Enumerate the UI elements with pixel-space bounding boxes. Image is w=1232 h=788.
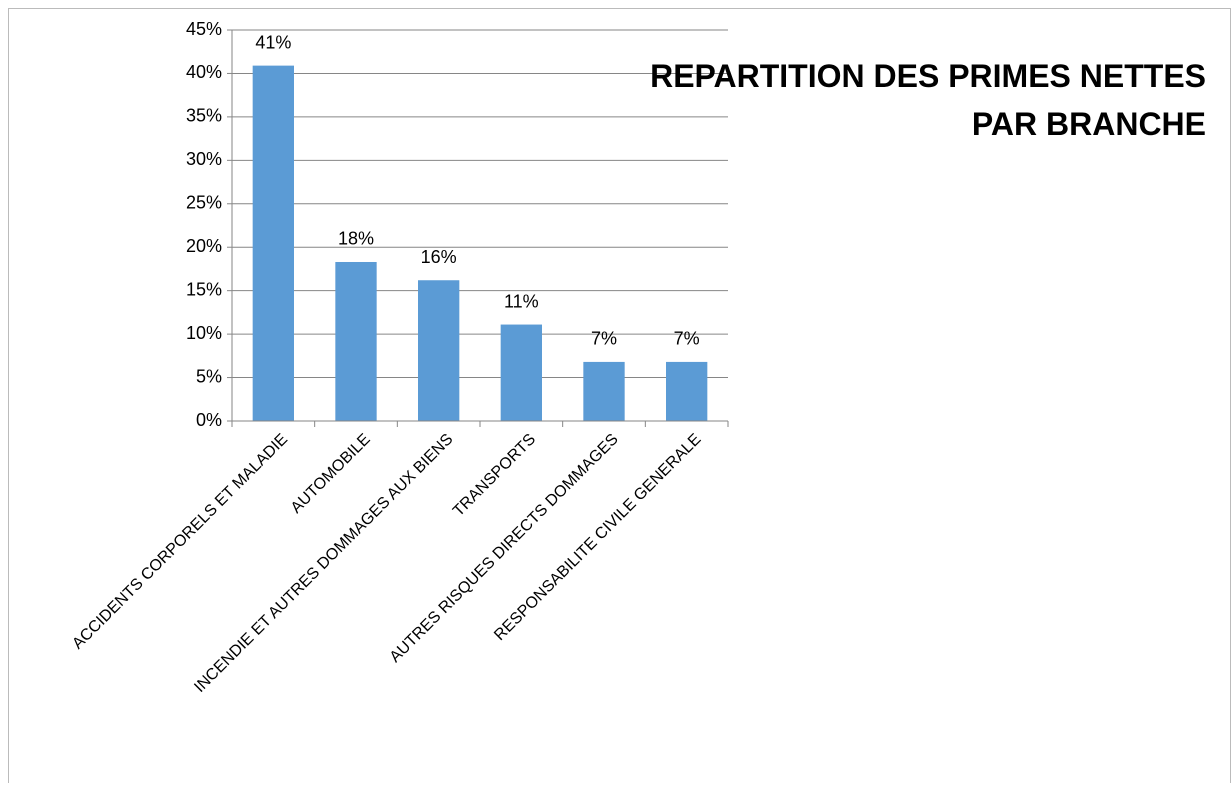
bar	[335, 261, 377, 421]
chart-title: REPARTITION DES PRIMES NETTES PAR BRANCH…	[650, 58, 1206, 142]
data-label: 11%	[504, 291, 539, 311]
y-tick-label: 20%	[186, 236, 222, 256]
y-tick-label: 45%	[186, 19, 222, 39]
bar	[666, 361, 708, 421]
y-tick-label: 25%	[186, 193, 222, 213]
bar	[252, 65, 294, 421]
bar	[418, 280, 460, 421]
bar	[500, 324, 542, 421]
y-tick-label: 30%	[186, 149, 222, 169]
x-tick-label: AUTOMOBILE	[288, 431, 374, 517]
y-tick-label: 15%	[186, 279, 222, 299]
y-tick-label: 0%	[196, 410, 222, 430]
data-label: 7%	[674, 329, 700, 349]
bar	[583, 361, 625, 421]
y-tick-label: 40%	[186, 62, 222, 82]
y-tick-label: 10%	[186, 323, 222, 343]
y-tick-label: 35%	[186, 106, 222, 126]
data-label: 7%	[591, 329, 617, 349]
chart-frame	[8, 8, 1231, 788]
x-tick-label: TRANSPORTS	[450, 431, 539, 520]
data-label: 16%	[421, 247, 457, 267]
data-label: 18%	[338, 229, 374, 249]
y-tick-label: 5%	[196, 366, 222, 386]
data-label: 41%	[255, 32, 291, 52]
